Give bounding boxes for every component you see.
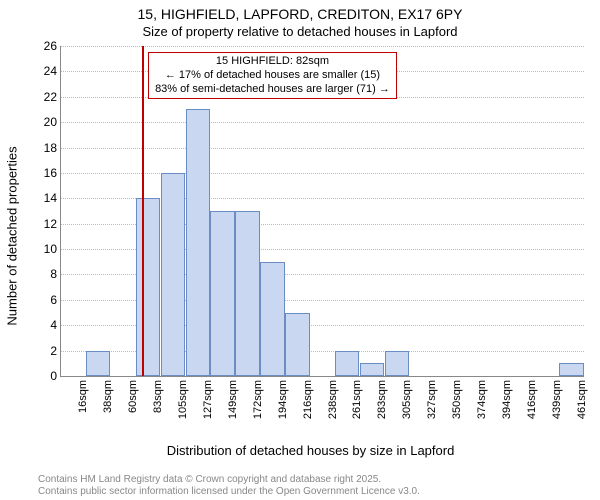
x-tick-label: 394sqm [501,380,513,419]
y-axis-label: Number of detached properties [5,146,20,325]
footer-line2: Contains public sector information licen… [38,486,420,498]
x-tick-label: 374sqm [476,380,488,419]
gridline [61,148,584,149]
annotation-box: 15 HIGHFIELD: 82sqm ← 17% of detached ho… [148,52,397,99]
histogram-bar [285,313,309,376]
chart-area: Number of detached properties 0246810121… [38,46,583,426]
gridline [61,173,584,174]
histogram-bar [235,211,259,376]
footer-attribution: Contains HM Land Registry data © Crown c… [38,474,420,498]
histogram-bar [161,173,185,376]
x-tick-label: 149sqm [227,380,239,419]
x-tick-label: 105sqm [177,380,189,419]
y-tick-label: 20 [44,115,61,129]
x-tick-label: 439sqm [551,380,563,419]
title-line2: Size of property relative to detached ho… [0,24,600,40]
x-axis-label: Distribution of detached houses by size … [167,443,455,458]
x-tick-label: 461sqm [576,380,588,419]
histogram-bar [260,262,284,376]
x-tick-label: 305sqm [401,380,413,419]
annotation-line1: 15 HIGHFIELD: 82sqm [155,55,390,69]
histogram-bar [136,198,160,376]
y-tick-label: 12 [44,217,61,231]
x-tick-label: 172sqm [252,380,264,419]
y-tick-label: 18 [44,141,61,155]
reference-line [142,46,144,376]
y-tick-label: 26 [44,39,61,53]
x-tick-label: 216sqm [302,380,314,419]
x-tick-label: 127sqm [202,380,214,419]
y-tick-label: 8 [50,267,61,281]
x-tick-label: 16sqm [77,380,89,413]
y-tick-label: 4 [50,318,61,332]
x-tick-label: 60sqm [127,380,139,413]
y-tick-label: 0 [50,369,61,383]
histogram-bar [385,351,409,376]
footer-line1: Contains HM Land Registry data © Crown c… [38,474,420,486]
histogram-bar [210,211,234,376]
x-tick-label: 350sqm [451,380,463,419]
y-tick-label: 10 [44,242,61,256]
y-tick-label: 16 [44,166,61,180]
chart-title-block: 15, HIGHFIELD, LAPFORD, CREDITON, EX17 6… [0,0,600,40]
x-tick-label: 83sqm [152,380,164,413]
y-tick-label: 6 [50,293,61,307]
histogram-bar [335,351,359,376]
annotation-line3: 83% of semi-detached houses are larger (… [155,83,390,97]
x-tick-label: 283sqm [376,380,388,419]
x-tick-label: 327sqm [426,380,438,419]
plot-area: 0246810121416182022242616sqm38sqm60sqm83… [60,46,584,377]
y-tick-label: 14 [44,191,61,205]
histogram-bar [360,363,384,376]
histogram-bar [86,351,110,376]
gridline [61,122,584,123]
annotation-line2: ← 17% of detached houses are smaller (15… [155,69,390,83]
y-tick-label: 24 [44,64,61,78]
y-tick-label: 2 [50,344,61,358]
x-tick-label: 38sqm [102,380,114,413]
y-tick-label: 22 [44,90,61,104]
gridline [61,46,584,47]
x-tick-label: 416sqm [526,380,538,419]
histogram-bar [559,363,583,376]
x-tick-label: 238sqm [327,380,339,419]
x-tick-label: 194sqm [277,380,289,419]
histogram-bar [186,109,210,376]
x-tick-label: 261sqm [351,380,363,419]
title-line1: 15, HIGHFIELD, LAPFORD, CREDITON, EX17 6… [0,6,600,24]
